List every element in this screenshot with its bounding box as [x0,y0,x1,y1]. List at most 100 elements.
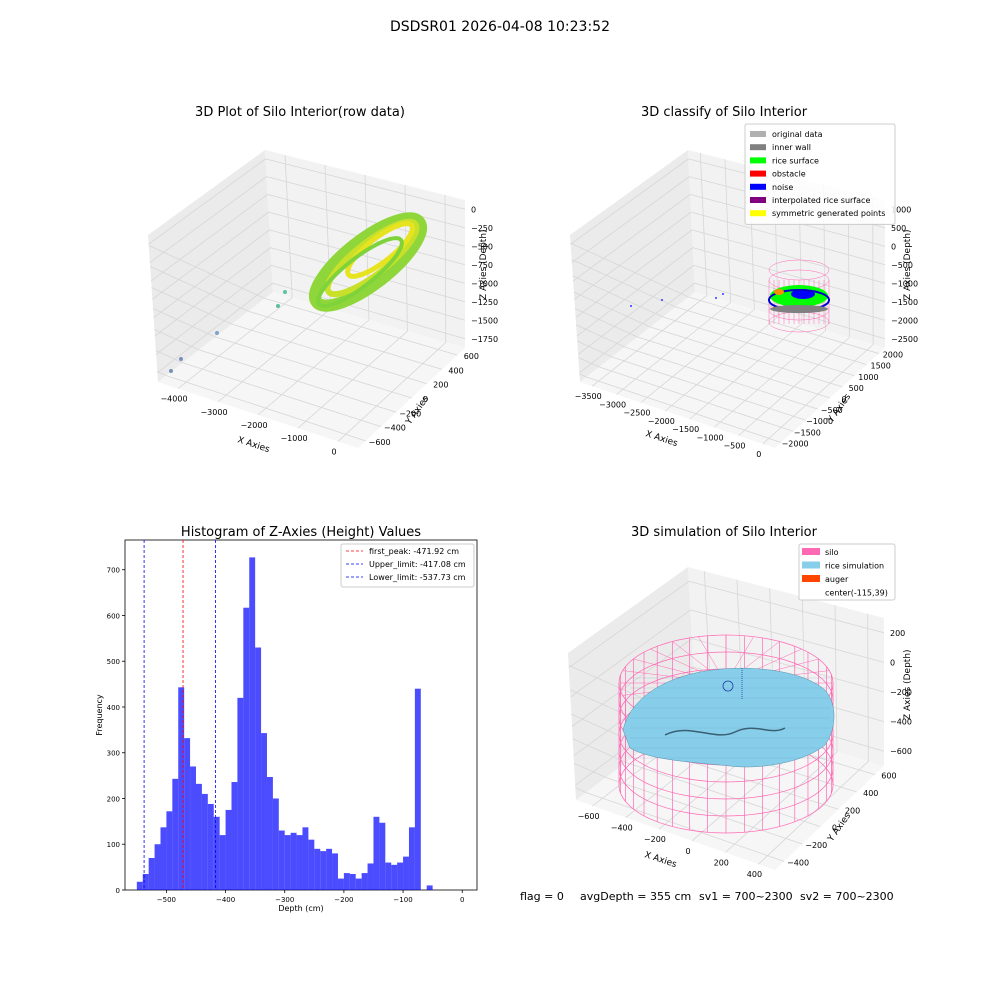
z-tick-label: 0 [890,658,895,667]
outlier-point [215,331,219,335]
legend-label: auger [825,575,849,584]
histogram-bar [166,811,173,890]
grid-line [688,296,880,354]
histogram-bar [136,881,143,890]
x-tick-label: −600 [578,812,600,821]
x-tick-label: −4000 [160,395,187,404]
grid-line [574,211,692,300]
grid-line [692,247,886,303]
legend-label: Upper_limit: -417.08 cm [369,560,466,569]
rice-simulation-surface [622,667,835,768]
y-tick-label: 500 [107,658,120,666]
histogram-bar [190,766,196,890]
histogram-bar [414,688,421,890]
x-tick-label: 0 [756,450,761,459]
z-tick-label: −2500 [891,335,918,344]
grid-line [599,366,794,432]
z-tick-label: 200 [890,629,905,638]
z-tick-label: −750 [471,261,493,270]
x-tick-label: −1000 [697,433,724,442]
classify-3d-title: 3D classify of Silo Interior [641,105,808,120]
raw-ticks: −4000−3000−2000−10000−600−400−2000200400… [160,205,498,456]
histogram-bar [426,885,433,890]
histogram-bar [355,878,362,890]
legend-box [340,543,475,588]
outlier-point [179,357,183,361]
raw-3d-title: 3D Plot of Silo Interior(row data) [195,105,405,120]
grid-line [625,762,821,828]
depth-histogram: Histogram of Z-Axies (Height) Values −50… [95,525,478,913]
grid-line [624,346,818,410]
y-tick-label: 200 [845,806,860,815]
z-tick-label: −1250 [471,298,498,307]
legend-label: rice surface [772,156,819,165]
legend-swatch [750,210,766,217]
histogram-bar [284,835,291,890]
y-tick-label: 600 [881,772,896,781]
histogram-bar [160,827,167,890]
histogram-bar [172,778,179,890]
y-tick-label: 2000 [883,351,903,360]
legend-label: symmetric generated points [772,209,885,218]
simulation-left-pane [568,567,696,800]
x-tick-label: −3500 [575,392,602,401]
histogram-bar [272,798,279,890]
figure-suptitle: DSDSR01 2026-04-08 10:23:52 [390,19,610,35]
histogram-bar [225,809,232,890]
grid-line [577,265,694,355]
grid-line [576,247,694,337]
footer-avg-depth: avgDepth = 355 cm [580,890,691,903]
legend-swatch [802,561,820,569]
y-tick-label: −1000 [806,417,833,426]
histogram-y-label: Frequency [95,694,104,736]
x-tick-label: −500 [723,442,745,451]
legend-swatch [802,575,820,582]
histogram-bar [243,607,250,890]
z-tick-label: −1500 [891,298,918,307]
x-tick-label: −100 [393,896,412,904]
histogram-bar [296,835,303,890]
grid-line [151,287,233,325]
grid-line [574,308,638,338]
noise-point [661,299,663,301]
legend-label: original data [772,130,823,139]
z-tick-label: −1750 [471,335,498,344]
histogram-bar [337,878,344,890]
grid-line [572,194,691,282]
grid-line [611,356,806,421]
grid-line [690,211,886,266]
grid-line [699,153,708,296]
histogram-bar [385,862,392,890]
y-tick-label: 600 [464,352,479,361]
status-footer: flag = 0 avgDepth = 355 cm sv1 = 700~230… [520,890,894,903]
histogram-bar [207,803,214,890]
histogram-bar [148,857,155,890]
histogram-bar [326,848,333,890]
histogram-bar [403,856,409,890]
legend-label: Lower_limit: -537.73 cm [369,573,466,582]
grid-line [586,376,782,443]
x-tick-label: 200 [714,859,729,868]
histogram-bar [195,783,202,890]
x-tick-label: −200 [334,896,353,904]
grid-line [198,349,397,413]
z-tick-label: −500 [471,242,493,251]
legend-swatch [750,197,766,203]
histogram-bar [343,873,350,890]
histogram-bar [332,853,338,890]
z-tick-label: −1000 [891,279,918,288]
legend-label: obstacle [772,170,806,179]
legend-label: noise [772,183,793,192]
y-tick-label: −200 [805,841,827,850]
grid-line [691,638,885,693]
y-tick-label: 0 [116,887,120,895]
grid-line [571,259,676,308]
grid-line [572,738,627,763]
legend-swatch [750,157,766,164]
grid-line [155,265,272,355]
x-tick-label: −1500 [672,425,699,434]
legend-label: silo [825,548,839,557]
inner-wall [770,305,828,313]
point-cloud-band [345,221,415,279]
